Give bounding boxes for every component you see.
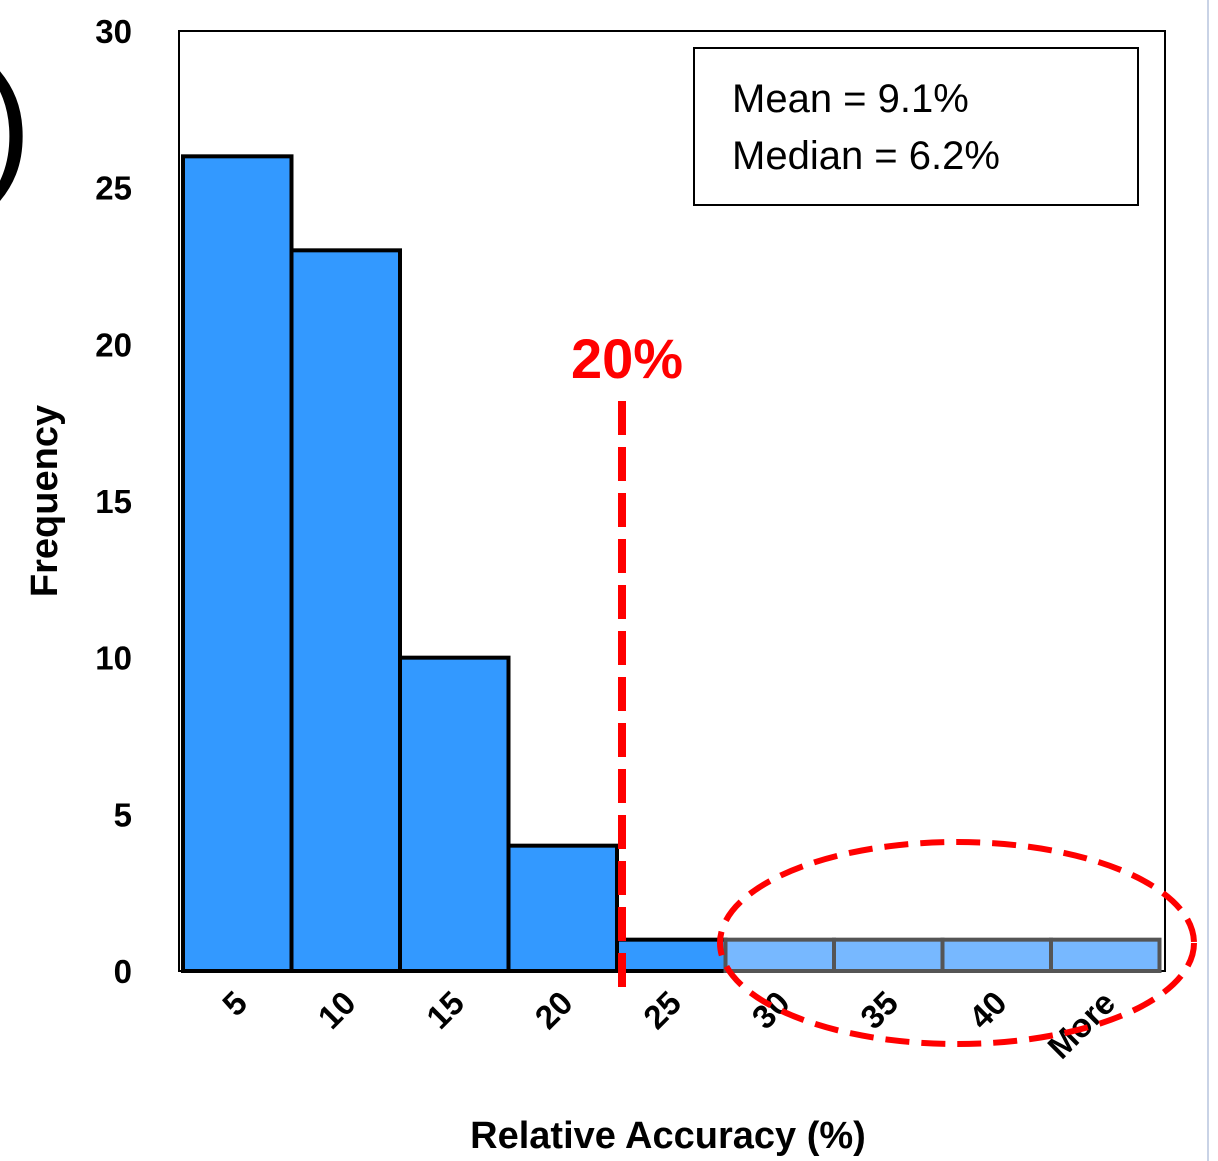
x-tick-5: 5 xyxy=(215,984,254,1023)
x-tick-40: 40 xyxy=(962,984,1014,1036)
bar-5 xyxy=(181,154,294,974)
x-tick-25: 25 xyxy=(636,984,688,1036)
bars-group xyxy=(181,154,1162,974)
x-tick-more: More xyxy=(1040,984,1122,1066)
panel-label-fragment: ) xyxy=(0,39,32,207)
x-tick-10: 10 xyxy=(311,984,363,1036)
bar-15 xyxy=(398,655,511,974)
y-tick-20: 20 xyxy=(95,326,132,363)
bar-10 xyxy=(289,248,402,974)
bar-35 xyxy=(832,937,945,974)
x-tick-labels: 5 10 15 20 25 30 35 40 More xyxy=(215,984,1122,1066)
y-axis-title: Frequency xyxy=(24,405,66,597)
x-tick-15: 15 xyxy=(419,984,471,1036)
y-tick-30: 30 xyxy=(95,13,132,50)
y-tick-0: 0 xyxy=(114,953,132,990)
bar-more xyxy=(1049,937,1162,974)
bar-20 xyxy=(506,843,619,974)
threshold-label: 20% xyxy=(571,327,683,390)
x-axis-title: Relative Accuracy (%) xyxy=(470,1115,866,1157)
stats-mean: Mean = 9.1% xyxy=(732,77,969,121)
y-tick-labels: 0 5 10 15 20 25 30 xyxy=(95,13,132,990)
bar-25 xyxy=(615,937,728,974)
y-tick-5: 5 xyxy=(114,796,132,833)
x-tick-35: 35 xyxy=(853,984,905,1036)
tail-highlight-ellipse xyxy=(717,839,1197,1047)
y-tick-15: 15 xyxy=(95,483,132,520)
bar-30 xyxy=(723,937,836,974)
bar-40 xyxy=(940,937,1053,974)
stats-median: Median = 6.2% xyxy=(732,134,1000,178)
y-tick-25: 25 xyxy=(95,170,132,207)
stats-box xyxy=(693,47,1139,206)
y-tick-10: 10 xyxy=(95,640,132,677)
x-tick-20: 20 xyxy=(528,984,580,1036)
